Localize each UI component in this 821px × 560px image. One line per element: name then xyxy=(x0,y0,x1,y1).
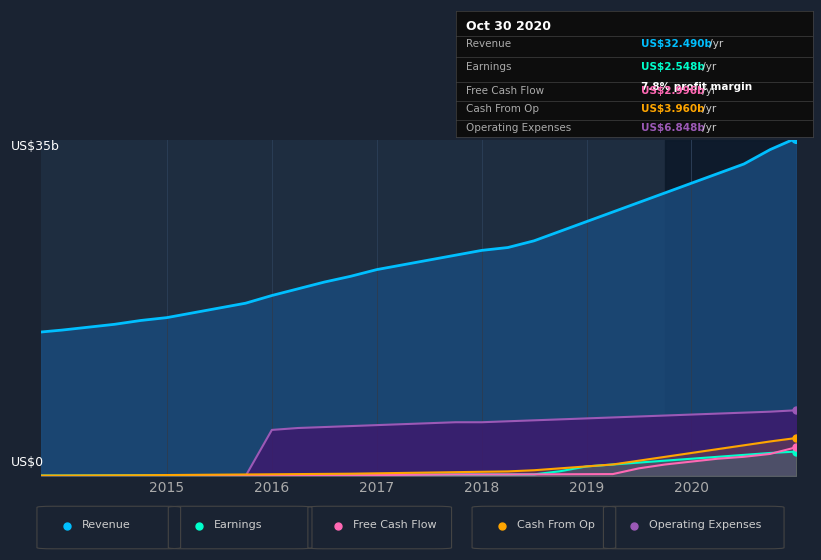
Text: US$32.490b: US$32.490b xyxy=(641,39,713,49)
Text: /yr: /yr xyxy=(706,39,723,49)
Text: Earnings: Earnings xyxy=(466,62,511,72)
Text: Free Cash Flow: Free Cash Flow xyxy=(353,520,437,530)
Text: US$6.848b: US$6.848b xyxy=(641,123,705,133)
Text: US$2.996b: US$2.996b xyxy=(641,86,705,96)
Text: /yr: /yr xyxy=(699,62,717,72)
Text: US$0: US$0 xyxy=(11,456,44,469)
Text: /yr: /yr xyxy=(699,86,717,96)
Text: Operating Expenses: Operating Expenses xyxy=(466,123,571,133)
Text: /yr: /yr xyxy=(699,123,717,133)
Text: Operating Expenses: Operating Expenses xyxy=(649,520,761,530)
Text: US$35b: US$35b xyxy=(11,140,60,153)
Text: Earnings: Earnings xyxy=(213,520,262,530)
Text: Cash From Op: Cash From Op xyxy=(517,520,595,530)
Text: /yr: /yr xyxy=(699,104,717,114)
Text: Cash From Op: Cash From Op xyxy=(466,104,539,114)
Text: Free Cash Flow: Free Cash Flow xyxy=(466,86,544,96)
Text: Revenue: Revenue xyxy=(82,520,131,530)
Text: 7.8% profit margin: 7.8% profit margin xyxy=(641,82,753,92)
Text: Revenue: Revenue xyxy=(466,39,511,49)
Bar xyxy=(665,140,796,476)
Text: Oct 30 2020: Oct 30 2020 xyxy=(466,20,552,33)
Text: US$3.960b: US$3.960b xyxy=(641,104,705,114)
Text: US$2.548b: US$2.548b xyxy=(641,62,705,72)
